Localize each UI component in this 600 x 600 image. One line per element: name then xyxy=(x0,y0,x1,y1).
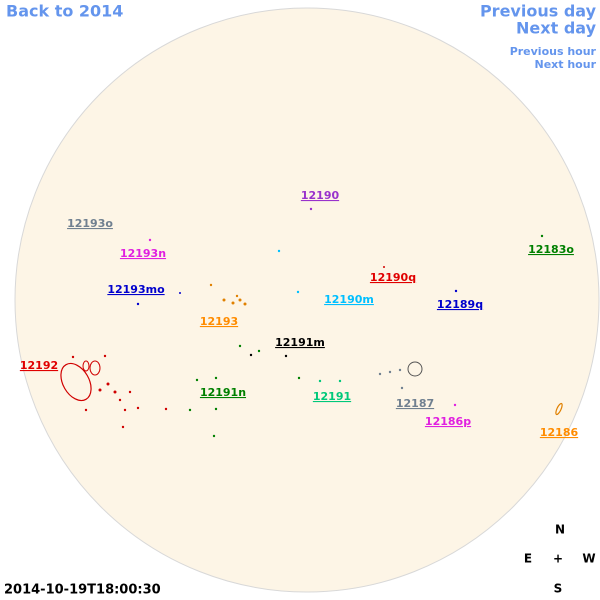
previous-hour-link[interactable]: Previous hour xyxy=(510,45,597,58)
region-labels: 12193o 12193n 12190 12183o 12190q 12193mo 1219… xyxy=(20,189,579,439)
solar-disk xyxy=(14,7,600,593)
region-label[interactable]: 12193 xyxy=(200,315,238,328)
region-label[interactable]: 12193o xyxy=(67,217,113,230)
region-label[interactable]: 12191m xyxy=(275,336,325,349)
compass-east: E xyxy=(524,552,532,566)
compass-west: W xyxy=(582,552,595,566)
compass-center: + xyxy=(553,552,563,566)
next-day-link[interactable]: Next day xyxy=(516,19,597,38)
region-label[interactable]: 12190 xyxy=(301,189,340,202)
compass-south: S xyxy=(554,582,563,596)
region-label[interactable]: 12191 xyxy=(313,390,351,403)
region-label[interactable]: 12190m xyxy=(324,293,374,306)
region-label[interactable]: 12190q xyxy=(370,271,416,284)
region-label[interactable]: 12183o xyxy=(528,243,574,256)
region-label[interactable]: 12193n xyxy=(120,247,166,260)
sunspots xyxy=(60,207,563,438)
region-label[interactable]: 12186 xyxy=(540,426,579,439)
timestamp: 2014-10-19T18:00:30 xyxy=(4,583,161,598)
back-link[interactable]: Back to 2014 xyxy=(6,2,123,21)
region-label[interactable]: 12191n xyxy=(200,386,246,399)
region-label[interactable]: 12186p xyxy=(425,415,471,428)
next-hour-link[interactable]: Next hour xyxy=(535,58,597,71)
region-label[interactable]: 12193mo xyxy=(107,283,165,296)
compass-north: N xyxy=(555,523,565,537)
region-label[interactable]: 12187 xyxy=(396,397,434,410)
previous-day-link[interactable]: Previous day xyxy=(480,2,597,21)
region-label[interactable]: 12192 xyxy=(20,359,58,372)
region-label[interactable]: 12189q xyxy=(437,298,483,311)
